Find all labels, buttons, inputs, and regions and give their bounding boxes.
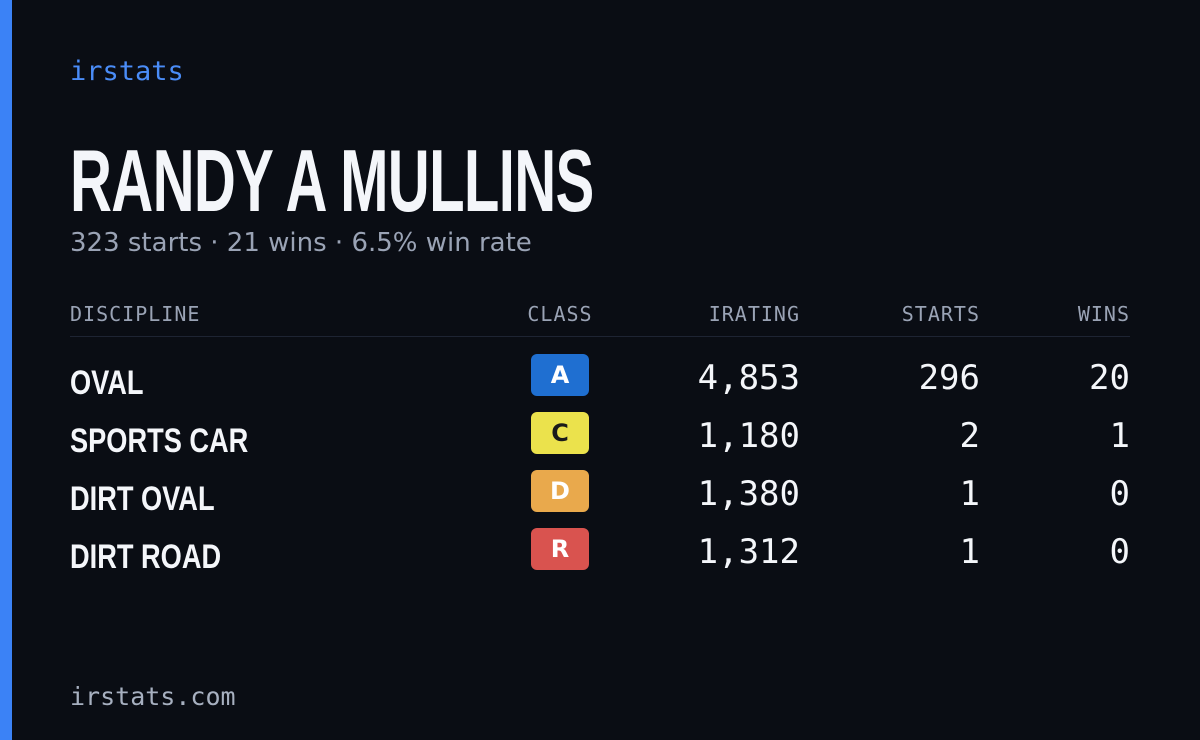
starts: 1	[959, 532, 980, 572]
discipline: DIRT ROAD	[70, 538, 222, 576]
class-badge: A	[531, 354, 589, 396]
driver-name: RANDY A MULLINS	[70, 131, 594, 230]
column-header: STARTS	[901, 302, 980, 326]
discipline: SPORTS CAR	[70, 422, 249, 460]
wins: 1	[1109, 416, 1130, 456]
brand[interactable]: irstats	[70, 56, 184, 87]
starts: 2	[959, 416, 980, 456]
header-rule	[70, 336, 1130, 337]
irating: 1,380	[697, 474, 800, 514]
irating: 4,853	[697, 358, 800, 398]
column-header: DISCIPLINE	[70, 302, 201, 326]
class-badge: D	[531, 470, 589, 512]
starts: 296	[918, 358, 980, 398]
class-badge: C	[531, 412, 589, 454]
irating: 1,180	[697, 416, 800, 456]
starts: 1	[959, 474, 980, 514]
wins: 20	[1089, 358, 1130, 398]
driver-summary: 323 starts · 21 wins · 6.5% win rate	[70, 228, 532, 258]
discipline: DIRT OVAL	[70, 480, 215, 518]
wins: 0	[1109, 532, 1130, 572]
column-header: IRATING	[708, 302, 800, 326]
column-header: CLASS	[527, 302, 593, 326]
footer-link[interactable]: irstats.com	[70, 682, 236, 711]
irating: 1,312	[697, 532, 800, 572]
discipline: OVAL	[70, 364, 144, 402]
class-badge: R	[531, 528, 589, 570]
wins: 0	[1109, 474, 1130, 514]
column-header: WINS	[1077, 302, 1130, 326]
accent-bar	[0, 0, 12, 740]
